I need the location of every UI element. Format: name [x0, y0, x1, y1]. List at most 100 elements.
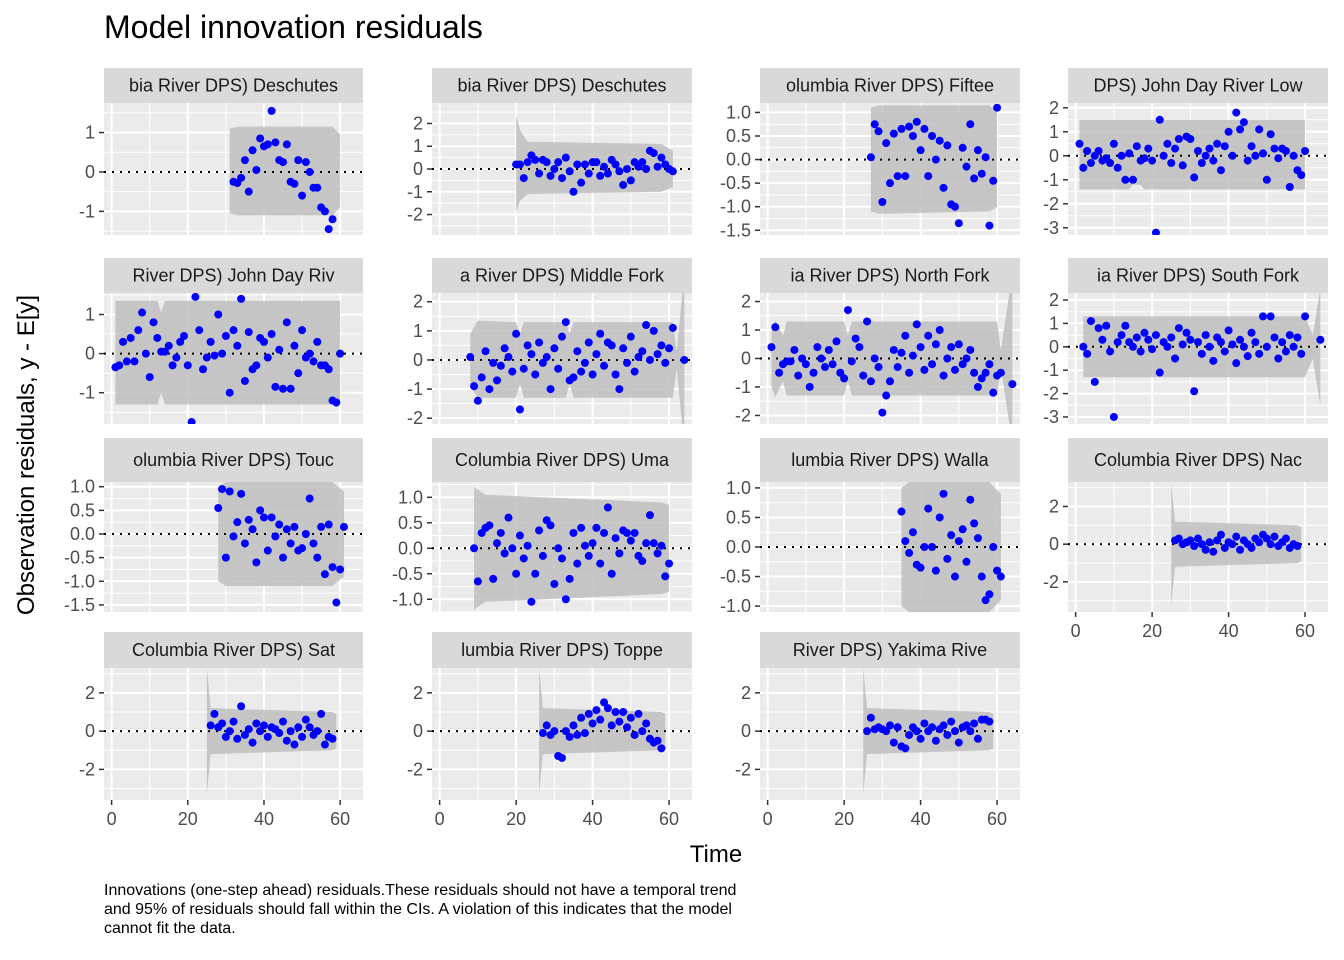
residual-point	[928, 360, 937, 369]
y-tick-label: 0.0	[726, 150, 751, 170]
residual-point	[1121, 175, 1130, 184]
residual-point	[1121, 321, 1130, 330]
y-tick-label: -2	[407, 205, 423, 225]
residual-point	[931, 155, 940, 164]
residual-point	[1216, 166, 1225, 175]
y-tick-label: 1	[85, 305, 95, 325]
residual-point	[259, 513, 268, 522]
residual-point	[313, 727, 322, 736]
facet-strip	[1068, 258, 1328, 293]
residual-point	[573, 347, 582, 356]
residual-point	[1136, 347, 1145, 356]
residual-point	[336, 349, 345, 358]
y-tick-label: 0	[413, 159, 423, 179]
confidence-band	[771, 293, 1013, 424]
residual-point	[878, 408, 887, 417]
facet-panel: bia River DPS) Deschutes -1 0 1	[79, 68, 363, 235]
y-tick-label: 0.0	[726, 537, 751, 557]
residual-point	[179, 332, 188, 341]
facet-strip-label: olumbia River DPS) Touc	[133, 450, 334, 470]
y-tick-label: -0.5	[64, 548, 95, 568]
facet-panel: River DPS) John Day Riv -1 0 1	[79, 258, 363, 424]
residual-point	[531, 155, 540, 164]
residual-point	[252, 719, 261, 728]
residual-point	[336, 565, 345, 574]
residual-point	[603, 704, 612, 713]
residual-point	[282, 318, 291, 327]
residual-point	[1102, 321, 1111, 330]
y-tick-label: -3	[1043, 218, 1059, 238]
confidence-band	[539, 668, 666, 795]
residual-point	[901, 172, 910, 181]
residual-point	[859, 371, 868, 380]
residual-point	[298, 191, 307, 200]
residual-point	[596, 171, 605, 180]
residual-point	[493, 539, 501, 548]
residual-point	[668, 167, 677, 176]
residual-point	[1167, 159, 1176, 167]
residual-point	[1171, 354, 1180, 363]
residual-point	[985, 221, 994, 230]
residual-point	[1281, 347, 1290, 356]
y-tick-label: 1	[1049, 122, 1059, 142]
residual-point	[1232, 108, 1241, 117]
residual-point	[1255, 125, 1264, 134]
residual-point	[905, 730, 914, 739]
residual-point	[320, 740, 329, 749]
residual-point	[512, 329, 521, 338]
residual-point	[1008, 380, 1017, 389]
residual-point	[527, 597, 536, 606]
residual-point	[1140, 154, 1149, 163]
residual-point	[1259, 312, 1267, 321]
residual-point	[1220, 142, 1229, 151]
y-tick-label: 0	[741, 349, 751, 369]
residual-point	[275, 729, 284, 738]
facet-panel: DPS) John Day River Low -3 -2 -1 0 1 2	[1043, 68, 1328, 238]
x-tick-label: 40	[911, 809, 931, 829]
x-axis-title: Time	[690, 841, 742, 868]
residual-point	[954, 219, 963, 228]
residual-point	[313, 337, 322, 346]
y-tick-label: -1.5	[720, 220, 751, 240]
residual-point	[294, 723, 303, 732]
y-tick-label: 1.0	[726, 478, 751, 498]
y-tick-label: 0.0	[70, 524, 95, 544]
residual-point	[615, 549, 624, 558]
residual-point	[1209, 547, 1218, 556]
residual-point	[1301, 147, 1310, 155]
residual-point	[256, 727, 265, 736]
residual-points	[214, 485, 348, 607]
residual-point	[1274, 354, 1283, 363]
residual-point	[619, 344, 628, 353]
residual-point	[1086, 159, 1095, 167]
residual-point	[993, 566, 1002, 575]
y-tick-label: -2	[1043, 384, 1059, 404]
residual-point	[920, 365, 929, 374]
residual-point	[1167, 333, 1176, 342]
residual-point	[866, 377, 875, 386]
residual-point	[1174, 324, 1183, 333]
residual-point	[1197, 159, 1206, 167]
residual-point	[1213, 139, 1222, 148]
residual-point	[645, 355, 654, 364]
residual-point	[561, 727, 570, 736]
residual-point	[962, 354, 971, 363]
residual-point	[790, 345, 799, 354]
residual-point	[573, 160, 582, 169]
residual-point	[561, 318, 570, 327]
residual-point	[286, 539, 295, 548]
residual-point	[500, 344, 509, 353]
residual-point	[908, 132, 917, 140]
residual-point	[561, 153, 570, 162]
residual-point	[600, 698, 609, 707]
facet-strip-label: River DPS) John Day Riv	[132, 266, 334, 286]
residual-point	[1148, 345, 1157, 354]
facet-strip	[760, 68, 1020, 103]
confidence-band	[474, 487, 670, 610]
residual-point	[943, 141, 952, 150]
residual-point	[889, 345, 898, 354]
residual-point	[874, 127, 883, 136]
facet-strip	[760, 632, 1020, 668]
